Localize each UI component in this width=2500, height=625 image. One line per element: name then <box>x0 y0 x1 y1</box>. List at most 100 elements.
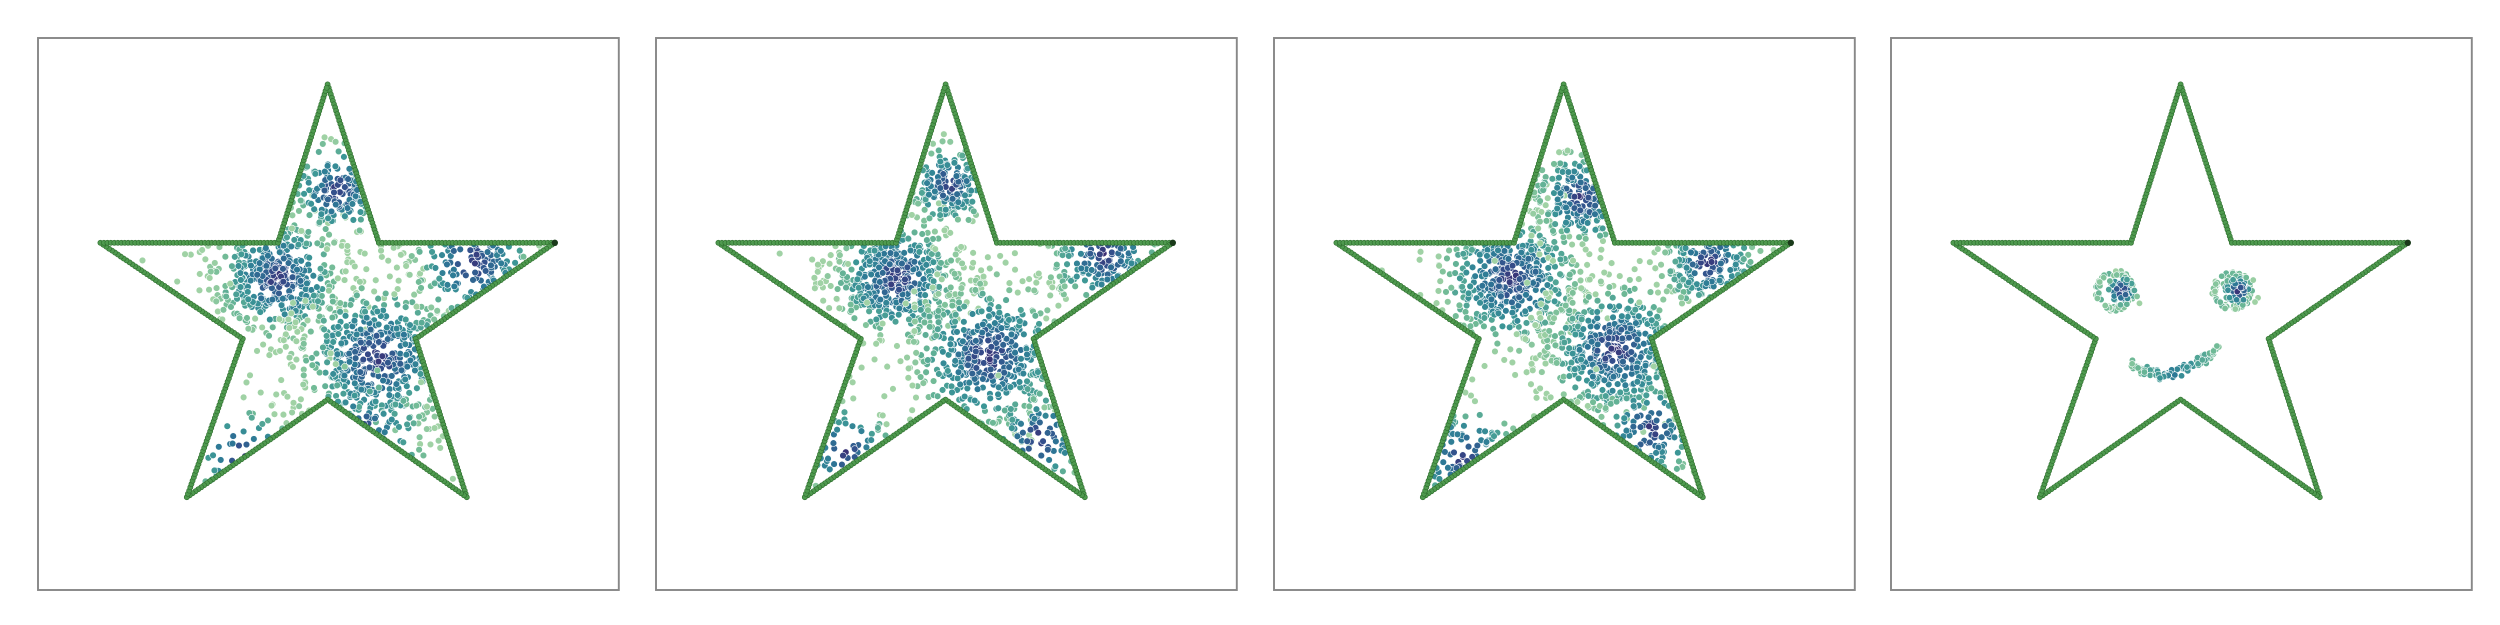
point <box>324 195 332 204</box>
point <box>912 393 920 402</box>
point <box>1637 353 1645 361</box>
point <box>1416 248 1425 256</box>
point <box>431 264 440 272</box>
point <box>340 153 348 161</box>
point <box>1640 340 1648 348</box>
point <box>391 400 400 409</box>
point <box>827 282 835 290</box>
point <box>881 311 889 319</box>
point <box>1529 210 1537 218</box>
point <box>1480 362 1489 370</box>
point <box>310 192 318 200</box>
point <box>987 372 995 380</box>
point <box>895 286 903 294</box>
point <box>904 364 913 373</box>
point <box>1627 348 1635 356</box>
point <box>334 323 342 331</box>
point <box>339 390 348 398</box>
point <box>1016 317 1024 325</box>
point <box>196 270 204 278</box>
point <box>393 263 401 272</box>
point <box>964 216 973 224</box>
point <box>963 177 971 185</box>
point <box>1463 301 1471 310</box>
point <box>932 332 940 340</box>
point <box>262 262 270 270</box>
point <box>925 214 934 222</box>
point <box>984 253 992 261</box>
point <box>456 245 464 254</box>
point <box>279 278 287 286</box>
point <box>1026 426 1035 434</box>
point <box>1568 314 1577 323</box>
point <box>361 308 369 316</box>
point <box>283 233 291 242</box>
point <box>277 376 285 384</box>
point <box>395 423 403 431</box>
point <box>1571 383 1579 392</box>
point <box>427 303 435 312</box>
point <box>279 242 288 250</box>
point <box>1435 262 1443 270</box>
point <box>1023 350 1031 359</box>
point <box>1515 293 1523 301</box>
point <box>346 301 355 309</box>
point <box>402 315 410 324</box>
point <box>958 151 966 160</box>
point <box>292 355 301 364</box>
point <box>1042 314 1050 323</box>
point <box>1586 354 1595 363</box>
point <box>1569 257 1577 265</box>
point <box>206 274 214 282</box>
point <box>244 325 253 333</box>
point <box>1555 174 1563 182</box>
point <box>1500 356 1508 364</box>
point <box>246 276 255 285</box>
point <box>1497 292 1505 300</box>
point <box>934 290 943 298</box>
point <box>257 388 265 397</box>
point <box>374 320 383 329</box>
point <box>423 402 431 411</box>
point <box>1051 462 1060 470</box>
point <box>350 317 359 325</box>
point <box>967 187 975 195</box>
point <box>1555 148 1563 156</box>
point <box>1482 270 1490 279</box>
point <box>319 140 327 148</box>
point <box>381 428 389 436</box>
point <box>1006 383 1015 391</box>
point <box>209 451 217 459</box>
point <box>1541 359 1550 368</box>
point <box>839 451 847 460</box>
point <box>329 297 337 306</box>
point <box>939 348 947 356</box>
point <box>959 337 967 346</box>
panel <box>37 37 620 591</box>
point <box>331 138 340 146</box>
point <box>1042 396 1050 405</box>
point <box>819 297 827 305</box>
point <box>957 243 965 251</box>
point <box>302 239 311 248</box>
point <box>340 276 349 284</box>
point <box>864 283 872 291</box>
point <box>1575 233 1583 241</box>
point <box>1480 322 1488 330</box>
point <box>980 402 988 410</box>
point <box>315 218 324 226</box>
point <box>870 355 879 364</box>
point <box>299 380 307 389</box>
point <box>279 265 287 273</box>
point <box>936 157 944 166</box>
point <box>938 275 946 283</box>
point <box>1542 217 1551 225</box>
point <box>255 259 264 267</box>
point <box>953 374 962 382</box>
point <box>1586 275 1594 284</box>
point <box>1626 324 1635 333</box>
point <box>1020 330 1028 338</box>
point <box>910 338 918 346</box>
point <box>253 271 261 279</box>
point <box>1493 339 1502 348</box>
